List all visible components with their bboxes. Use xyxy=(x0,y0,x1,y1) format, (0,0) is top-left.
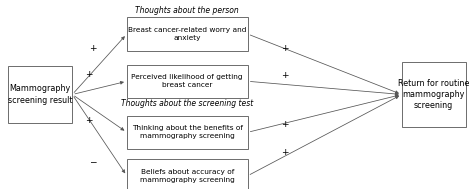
Text: +: + xyxy=(85,70,93,79)
Text: Return for routine
mammography
screening: Return for routine mammography screening xyxy=(398,79,469,110)
FancyBboxPatch shape xyxy=(402,62,465,127)
Text: +: + xyxy=(281,148,288,157)
Text: Mammography
screening result: Mammography screening result xyxy=(8,84,73,105)
Text: Beliefs about accuracy of
mammography screening: Beliefs about accuracy of mammography sc… xyxy=(140,169,235,183)
Text: +: + xyxy=(281,71,288,80)
Text: Breast cancer-related worry and
anxiety: Breast cancer-related worry and anxiety xyxy=(128,27,246,41)
Text: Thinking about the benefits of
mammography screening: Thinking about the benefits of mammograp… xyxy=(132,125,243,139)
FancyBboxPatch shape xyxy=(127,159,247,189)
Text: +: + xyxy=(89,44,96,53)
FancyBboxPatch shape xyxy=(8,66,72,123)
Text: +: + xyxy=(281,44,288,53)
Text: Thoughts about the screening test: Thoughts about the screening test xyxy=(121,98,254,108)
Text: Perceived likelihood of getting
breast cancer: Perceived likelihood of getting breast c… xyxy=(131,74,243,88)
Text: −: − xyxy=(89,157,96,166)
Text: +: + xyxy=(281,120,288,129)
FancyBboxPatch shape xyxy=(127,116,247,149)
FancyBboxPatch shape xyxy=(127,65,247,98)
Text: +: + xyxy=(85,116,93,125)
FancyBboxPatch shape xyxy=(127,18,247,51)
Text: Thoughts about the person: Thoughts about the person xyxy=(136,6,239,15)
